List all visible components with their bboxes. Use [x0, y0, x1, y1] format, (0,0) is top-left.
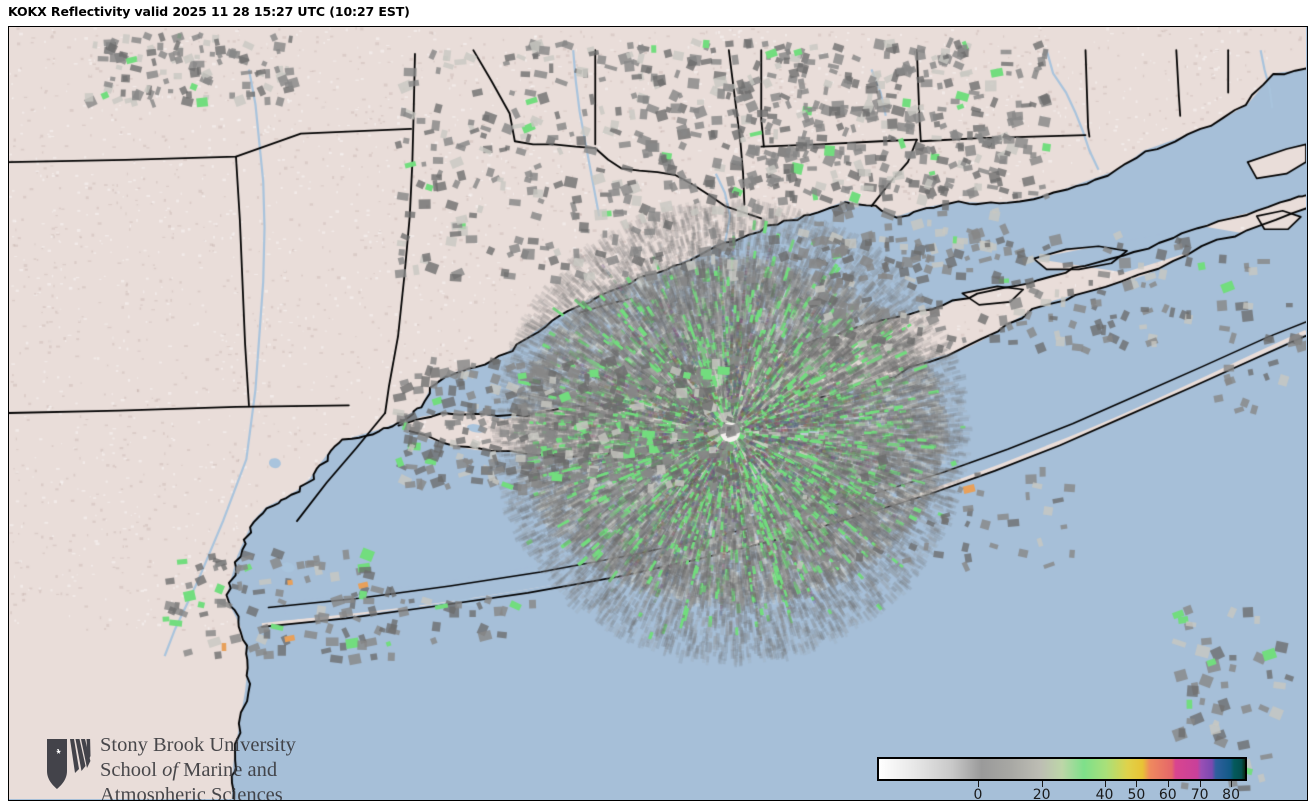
colorbar-tick-label-50: 50 — [1127, 787, 1146, 801]
colorbar-tick — [1104, 781, 1106, 787]
reflectivity-colorbar: 0 20 40 50 60 70 80 — [877, 757, 1297, 801]
colorbar-tick-label-20: 20 — [1032, 787, 1051, 801]
colorbar-tick — [1231, 781, 1233, 787]
colorbar-tick-label-0: 0 — [973, 787, 983, 801]
colorbar-tick-label-80: 80 — [1222, 787, 1240, 801]
colorbar-tick-label-40: 40 — [1095, 787, 1114, 801]
colorbar-tick — [1199, 781, 1201, 787]
colorbar-tick-label-70: 70 — [1190, 787, 1209, 801]
title-bar: KOKX Reflectivity valid 2025 11 28 15:27… — [0, 0, 1316, 25]
radar-map-canvas — [9, 27, 1306, 799]
colorbar-tick — [1167, 781, 1169, 787]
colorbar-gradient-frame — [877, 757, 1247, 781]
colorbar-tick-label-60: 60 — [1158, 787, 1177, 801]
colorbar-tick — [1041, 781, 1043, 787]
colorbar-gradient — [879, 759, 1245, 779]
colorbar-tick — [1136, 781, 1138, 787]
radar-map-frame: Stony Brook University School of Marine … — [8, 26, 1308, 801]
colorbar-tick — [978, 781, 979, 787]
page-title: KOKX Reflectivity valid 2025 11 28 15:27… — [8, 4, 410, 19]
